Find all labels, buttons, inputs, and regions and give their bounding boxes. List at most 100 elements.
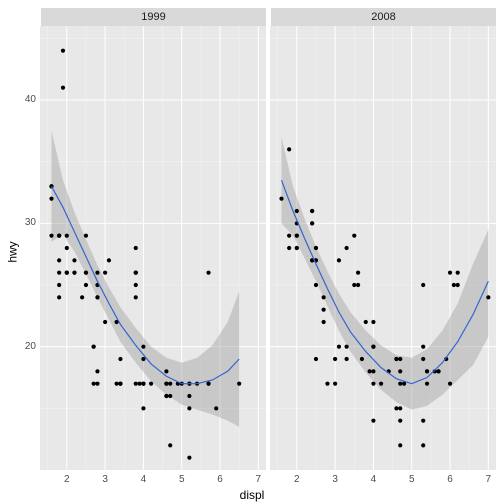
data-point — [421, 443, 425, 447]
data-point — [49, 234, 53, 238]
data-point — [141, 345, 145, 349]
data-point — [456, 271, 460, 275]
data-point — [187, 406, 191, 410]
data-point — [134, 246, 138, 250]
data-point — [187, 394, 191, 398]
data-point — [333, 357, 337, 361]
data-point — [95, 271, 99, 275]
data-point — [118, 357, 122, 361]
data-point — [187, 456, 191, 460]
data-point — [371, 320, 375, 324]
data-point — [295, 246, 299, 250]
x-tick-label: 4 — [363, 474, 383, 485]
data-point — [295, 234, 299, 238]
data-point — [364, 320, 368, 324]
data-point — [206, 271, 210, 275]
data-point — [448, 271, 452, 275]
data-point — [425, 369, 429, 373]
facet-panel — [270, 26, 496, 470]
y-tick-label: 40 — [14, 94, 36, 105]
data-point — [398, 419, 402, 423]
data-point — [345, 246, 349, 250]
x-tick-label: 2 — [287, 474, 307, 485]
data-point — [72, 271, 76, 275]
x-tick-label: 2 — [57, 474, 77, 485]
data-point — [287, 234, 291, 238]
x-tick-label: 5 — [402, 474, 422, 485]
data-point — [394, 406, 398, 410]
confidence-ribbon — [51, 131, 239, 427]
data-point — [398, 443, 402, 447]
data-point — [168, 443, 172, 447]
data-point — [57, 283, 61, 287]
data-point — [237, 382, 241, 386]
data-point — [49, 197, 53, 201]
data-point — [436, 369, 440, 373]
x-tick-label: 3 — [95, 474, 115, 485]
data-point — [103, 271, 107, 275]
data-point — [356, 283, 360, 287]
data-point — [398, 406, 402, 410]
data-point — [95, 295, 99, 299]
data-point — [398, 357, 402, 361]
data-point — [352, 234, 356, 238]
x-tick-label: 5 — [172, 474, 192, 485]
data-point — [295, 209, 299, 213]
data-point — [107, 258, 111, 262]
data-point — [367, 369, 371, 373]
x-tick-label: 7 — [248, 474, 268, 485]
data-point — [164, 394, 168, 398]
data-point — [141, 382, 145, 386]
data-point — [65, 271, 69, 275]
data-point — [168, 382, 172, 386]
data-point — [137, 382, 141, 386]
data-point — [134, 295, 138, 299]
data-point — [65, 234, 69, 238]
y-axis-label: hwy — [6, 241, 20, 262]
data-point — [356, 271, 360, 275]
data-point — [84, 283, 88, 287]
data-point — [486, 295, 490, 299]
facet-panel — [40, 26, 266, 470]
data-point — [95, 382, 99, 386]
data-point — [322, 308, 326, 312]
facet-strip: 2008 — [270, 8, 496, 26]
data-point — [421, 283, 425, 287]
data-point — [371, 369, 375, 373]
data-point — [322, 295, 326, 299]
data-point — [314, 283, 318, 287]
data-point — [214, 406, 218, 410]
data-point — [371, 419, 375, 423]
data-point — [80, 295, 84, 299]
data-point — [398, 382, 402, 386]
data-point — [206, 382, 210, 386]
data-point — [360, 357, 364, 361]
data-point — [57, 295, 61, 299]
data-point — [57, 258, 61, 262]
x-tick-label: 3 — [325, 474, 345, 485]
y-tick-label: 30 — [14, 217, 36, 228]
data-point — [57, 234, 61, 238]
data-point — [448, 382, 452, 386]
data-point — [398, 369, 402, 373]
data-point — [92, 382, 96, 386]
data-point — [421, 345, 425, 349]
data-point — [394, 357, 398, 361]
data-point — [421, 357, 425, 361]
data-point — [333, 382, 337, 386]
data-point — [134, 283, 138, 287]
data-point — [84, 271, 88, 275]
x-tick-label: 6 — [440, 474, 460, 485]
data-point — [118, 382, 122, 386]
x-tick-label: 4 — [133, 474, 153, 485]
data-point — [352, 283, 356, 287]
data-point — [371, 382, 375, 386]
data-point — [164, 369, 168, 373]
data-point — [287, 147, 291, 151]
data-point — [287, 246, 291, 250]
data-point — [134, 382, 138, 386]
data-point — [72, 258, 76, 262]
data-point — [325, 382, 329, 386]
data-point — [149, 382, 153, 386]
data-point — [61, 49, 65, 53]
